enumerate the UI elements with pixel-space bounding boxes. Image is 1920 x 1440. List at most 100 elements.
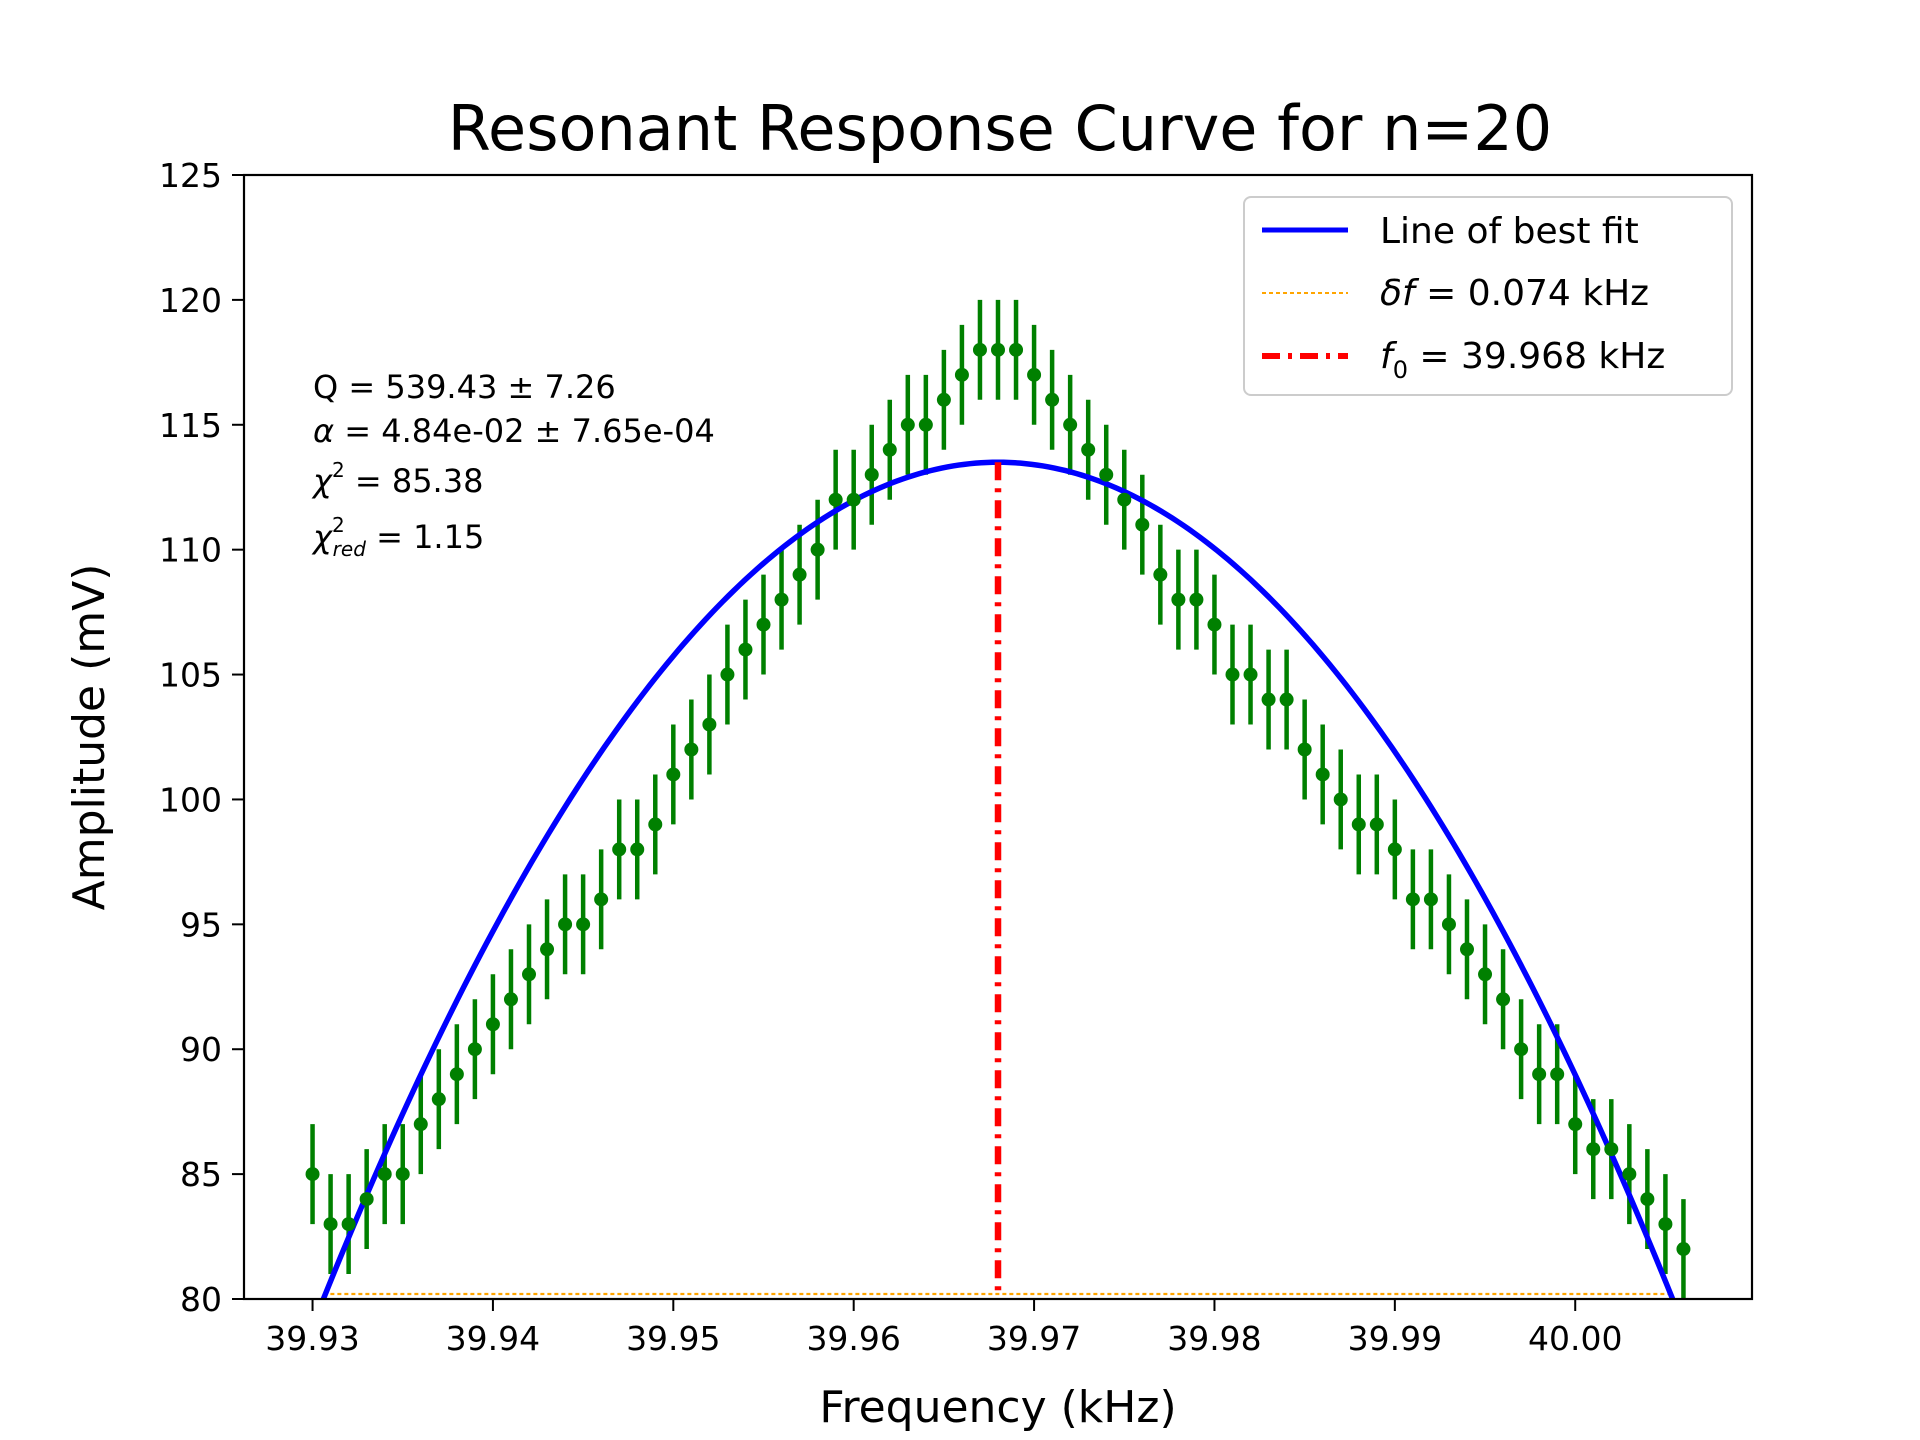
data-point xyxy=(936,392,951,407)
y-tick-label: 100 xyxy=(159,780,222,819)
data-point xyxy=(413,1117,428,1132)
data-point xyxy=(1369,817,1384,832)
data-point xyxy=(1153,567,1168,582)
y-tick-label: 125 xyxy=(159,156,222,195)
y-tick-label: 90 xyxy=(180,1030,222,1069)
y-tick-label: 110 xyxy=(159,531,222,570)
data-point xyxy=(756,617,771,632)
data-point xyxy=(1496,992,1511,1007)
data-point xyxy=(810,542,825,557)
data-point xyxy=(1063,417,1078,432)
data-point xyxy=(1009,342,1024,357)
data-point xyxy=(1207,617,1222,632)
chi2-superscript: 2 xyxy=(332,458,345,482)
data-point xyxy=(1532,1067,1547,1082)
plot-area: 39.93 39.94 39.95 39.96 39.97 39.98 39.99 40.00… xyxy=(159,156,1754,1358)
data-point xyxy=(485,1017,500,1032)
legend-f0-label: f0 = 39.968 kHz xyxy=(1380,336,1665,384)
data-point xyxy=(630,842,645,857)
chi2-red-symbol: χ xyxy=(311,518,333,556)
data-point xyxy=(1387,842,1402,857)
data-point xyxy=(1514,1042,1529,1057)
y-tick-label: 80 xyxy=(180,1280,222,1319)
data-point xyxy=(594,892,609,907)
data-point xyxy=(1604,1142,1619,1157)
data-point xyxy=(1171,592,1186,607)
data-point xyxy=(1225,667,1240,682)
x-axis: 39.93 39.94 39.95 39.96 39.97 39.98 39.99 40.00 xyxy=(265,1299,1622,1358)
x-tick-label: 40.00 xyxy=(1528,1319,1622,1358)
data-point xyxy=(1658,1217,1673,1232)
chi2-red-annotation: χ2 red = 1.15 xyxy=(311,513,484,561)
data-point xyxy=(1586,1142,1601,1157)
legend-f0-subscript: 0 xyxy=(1393,356,1408,384)
data-point xyxy=(305,1167,320,1182)
fit-curve xyxy=(320,459,1676,1299)
alpha-value: = 4.84e-02 ± 7.65e-04 xyxy=(334,412,715,450)
data-point xyxy=(1261,692,1276,707)
data-point xyxy=(792,567,807,582)
legend-f0-value: = 39.968 kHz xyxy=(1408,336,1665,377)
data-point xyxy=(1315,767,1330,782)
data-point xyxy=(648,817,663,832)
data-point xyxy=(1027,367,1042,382)
data-point xyxy=(991,342,1005,357)
chi2-annotation: χ2 = 85.38 xyxy=(311,458,483,500)
data-point xyxy=(1405,892,1420,907)
data-point xyxy=(1081,442,1096,457)
data-point xyxy=(1297,742,1312,757)
q-annotation: Q = 539.43 ± 7.26 xyxy=(313,368,616,406)
data-point xyxy=(1135,517,1150,532)
data-point xyxy=(1045,392,1060,407)
legend-fit-label: Line of best fit xyxy=(1380,211,1639,252)
legend-delta-f-symbol: δf xyxy=(1380,273,1420,314)
x-tick-label: 39.98 xyxy=(1167,1319,1261,1358)
alpha-annotation: α = 4.84e-02 ± 7.65e-04 xyxy=(313,412,715,450)
data-point xyxy=(720,667,735,682)
x-tick-label: 39.93 xyxy=(265,1319,359,1358)
data-point xyxy=(1333,792,1348,807)
data-point xyxy=(702,717,717,732)
data-point xyxy=(612,842,627,857)
x-tick-label: 39.96 xyxy=(806,1319,900,1358)
data-point xyxy=(341,1217,356,1232)
data-point xyxy=(1117,492,1132,507)
x-tick-label: 39.99 xyxy=(1348,1319,1442,1358)
data-point xyxy=(522,967,537,982)
data-point xyxy=(684,742,699,757)
legend-delta-f-label: δf = 0.074 kHz xyxy=(1380,273,1649,314)
data-point xyxy=(828,492,843,507)
data-point xyxy=(503,992,518,1007)
data-point xyxy=(972,342,987,357)
data-point xyxy=(558,917,573,932)
data-point xyxy=(1099,467,1114,482)
legend-box xyxy=(1243,196,1733,396)
chi2-red-superscript: 2 xyxy=(332,513,345,537)
fit-annotations: Q = 539.43 ± 7.26 α = 4.84e-02 ± 7.65e-0… xyxy=(311,368,715,561)
data-marks xyxy=(305,299,1691,1299)
data-point xyxy=(540,942,555,957)
y-tick-label: 115 xyxy=(159,406,222,445)
x-tick-label: 39.95 xyxy=(626,1319,720,1358)
chi2-red-value: = 1.15 xyxy=(366,518,484,556)
chart-title: Resonant Response Curve for n=20 xyxy=(448,92,1552,165)
data-point xyxy=(377,1167,392,1182)
data-point xyxy=(1459,942,1474,957)
chi2-value: = 85.38 xyxy=(345,462,484,500)
data-point xyxy=(882,442,897,457)
data-point xyxy=(1676,1242,1691,1257)
data-point xyxy=(1622,1167,1637,1182)
data-point xyxy=(954,367,969,382)
y-tick-label: 95 xyxy=(180,905,222,944)
data-point xyxy=(1279,692,1294,707)
legend-delta-f-value: = 0.074 kHz xyxy=(1415,273,1649,314)
data-point xyxy=(449,1067,464,1082)
x-axis-label: Frequency (kHz) xyxy=(819,1382,1176,1433)
y-tick-label: 85 xyxy=(180,1155,222,1194)
legend: Line of best fit δf = 0.074 kHz f0 = 39.… xyxy=(1243,196,1733,396)
data-point xyxy=(1423,892,1438,907)
data-point xyxy=(323,1217,338,1232)
data-point xyxy=(918,417,933,432)
data-point xyxy=(1568,1117,1583,1132)
